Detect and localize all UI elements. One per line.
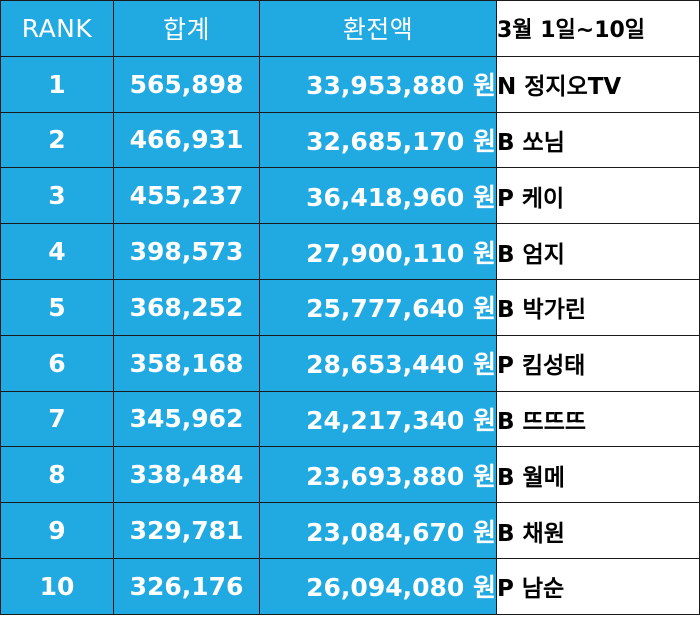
total-cell: 565,898 — [113, 55, 260, 113]
header-amount: 환전액 — [259, 0, 497, 57]
amount-cell: 33,953,880 원 — [259, 55, 497, 113]
header-period: 3월 1일~10일 — [496, 0, 700, 57]
amount-cell: 24,217,340 원 — [259, 390, 497, 448]
name-cell: N 정지오TV — [496, 55, 700, 113]
amount-cell: 23,693,880 원 — [259, 446, 497, 504]
total-cell: 338,484 — [113, 446, 260, 504]
total-cell: 358,168 — [113, 334, 260, 392]
amount-cell: 27,900,110 원 — [259, 223, 497, 280]
header-total: 합계 — [113, 0, 260, 57]
name-cell: B 뜨뜨뜨 — [496, 390, 700, 448]
rank-cell: 8 — [0, 446, 114, 504]
name-cell: B 채원 — [496, 502, 700, 559]
rank-cell: 7 — [0, 390, 114, 448]
rank-cell: 6 — [0, 334, 114, 392]
amount-cell: 26,094,080 원 — [259, 557, 497, 615]
rank-cell: 10 — [0, 557, 114, 615]
rank-cell: 1 — [0, 55, 114, 113]
rank-cell: 2 — [0, 111, 114, 169]
rank-cell: 5 — [0, 278, 114, 336]
amount-cell: 25,777,640 원 — [259, 278, 497, 336]
total-cell: 326,176 — [113, 557, 260, 615]
name-cell: B 쏘님 — [496, 111, 700, 169]
total-cell: 345,962 — [113, 390, 260, 448]
ranking-table-header: RANK 합계 환전액 3월 1일~10일 — [0, 0, 700, 57]
total-cell: 398,573 — [113, 223, 260, 280]
total-cell: 329,781 — [113, 502, 260, 559]
rank-cell: 3 — [0, 167, 114, 225]
total-cell: 466,931 — [113, 111, 260, 169]
rank-cell: 4 — [0, 223, 114, 280]
header-rank: RANK — [0, 0, 114, 57]
name-cell: B 엄지 — [496, 223, 700, 280]
amount-cell: 32,685,170 원 — [259, 111, 497, 169]
amount-cell: 23,084,670 원 — [259, 502, 497, 559]
name-cell: P 케이 — [496, 167, 700, 225]
total-cell: 368,252 — [113, 278, 260, 336]
name-cell: B 월메 — [496, 446, 700, 504]
total-cell: 455,237 — [113, 167, 260, 225]
name-cell: P 남순 — [496, 557, 700, 615]
amount-cell: 28,653,440 원 — [259, 334, 497, 392]
rank-cell: 9 — [0, 502, 114, 559]
name-cell: B 박가린 — [496, 278, 700, 336]
header-row: RANK 합계 환전액 3월 1일~10일 — [0, 0, 700, 57]
name-cell: P 킴성태 — [496, 334, 700, 392]
amount-cell: 36,418,960 원 — [259, 167, 497, 225]
